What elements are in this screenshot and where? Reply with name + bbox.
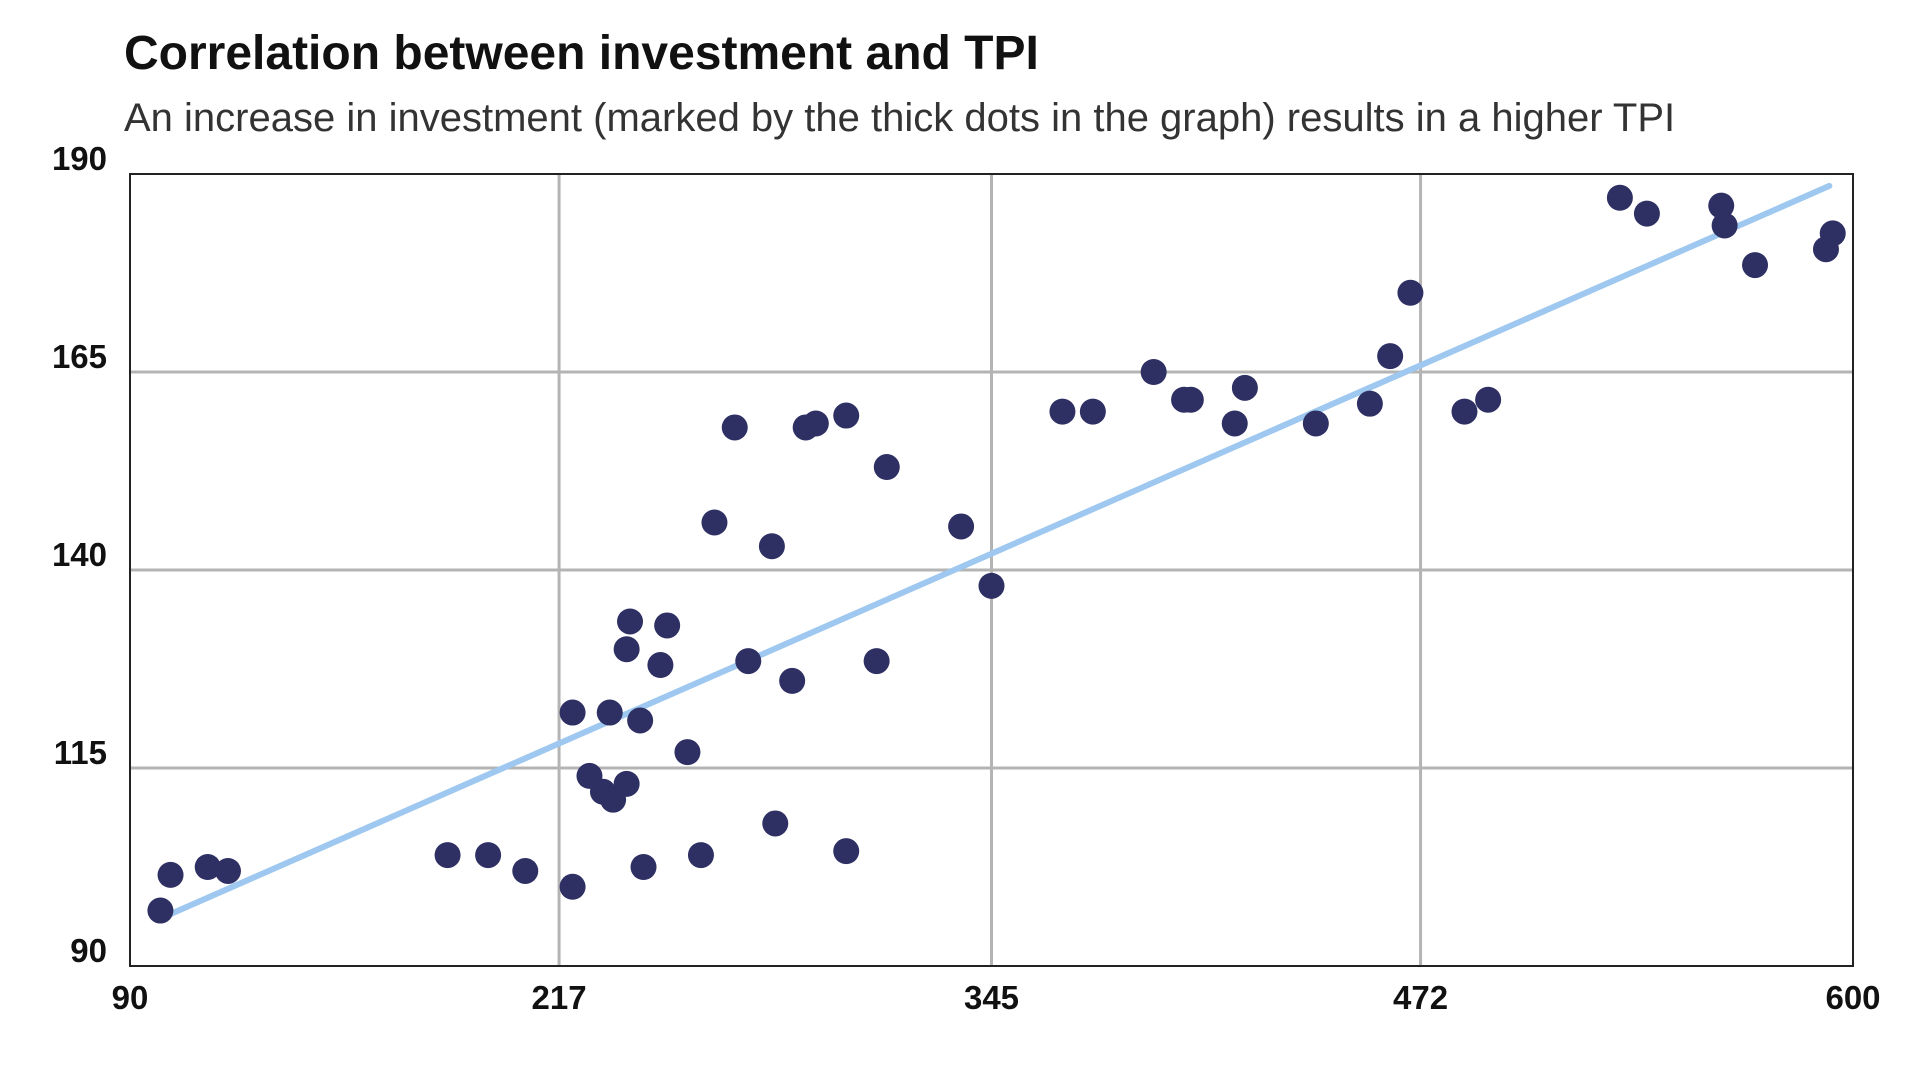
data-point [1377, 343, 1404, 370]
data-point [1397, 279, 1424, 306]
data-point [1819, 220, 1846, 247]
x-tick-label: 600 [1825, 979, 1880, 1016]
data-point [833, 838, 860, 865]
data-point [613, 636, 640, 663]
chart-title: Correlation between investment and TPI [124, 27, 1039, 80]
data-point [762, 810, 789, 837]
data-point [978, 572, 1005, 599]
y-tick-label: 165 [52, 338, 107, 375]
data-point [596, 699, 623, 726]
data-point [1049, 398, 1076, 425]
data-point [617, 608, 644, 635]
y-tick-label: 115 [54, 734, 107, 771]
data-point [1711, 212, 1738, 239]
data-point [1451, 398, 1478, 425]
chart-subtitle: An increase in investment (marked by the… [124, 96, 1676, 140]
data-point [948, 513, 975, 540]
data-point [1356, 390, 1383, 417]
data-point [735, 648, 762, 675]
data-point [1708, 192, 1735, 219]
data-point [1079, 398, 1106, 425]
data-point [1221, 410, 1248, 437]
data-point [559, 873, 586, 900]
grid-lines [130, 174, 1853, 966]
x-tick-label: 345 [964, 979, 1019, 1016]
x-tick-label: 472 [1393, 979, 1448, 1016]
data-point [674, 739, 701, 766]
data-point [434, 842, 461, 869]
data-point [475, 842, 502, 869]
data-point [157, 861, 184, 888]
data-point [654, 612, 681, 639]
data-point [1606, 184, 1633, 211]
data-point [758, 533, 785, 560]
trend-layer [157, 182, 1833, 922]
data-point [559, 699, 586, 726]
data-point [647, 652, 674, 679]
data-point [1742, 252, 1769, 279]
data-point [1302, 410, 1329, 437]
data-point [1475, 386, 1502, 413]
x-axis-ticks: 90 217 345 472 600 [112, 979, 1881, 1016]
y-axis-ticks: 90 115 140 165 190 [52, 140, 107, 969]
data-point [1633, 200, 1660, 227]
data-point [194, 854, 221, 880]
y-tick-label: 190 [52, 140, 107, 177]
data-point [802, 410, 829, 437]
y-tick-label: 140 [52, 536, 107, 573]
data-point [1140, 359, 1167, 385]
x-tick-label: 90 [112, 979, 149, 1016]
data-point [630, 854, 657, 880]
y-tick-label: 90 [70, 932, 107, 969]
data-point [779, 667, 806, 694]
points-layer [147, 184, 1846, 924]
data-point [147, 897, 174, 924]
data-point [512, 857, 539, 884]
plot-frame [129, 173, 1854, 967]
data-point [863, 648, 890, 675]
data-point [701, 509, 728, 536]
trend-line [157, 182, 1833, 922]
data-point [833, 402, 860, 429]
data-point [873, 454, 900, 481]
data-point [1231, 374, 1258, 401]
data-point [1177, 386, 1204, 413]
data-point [214, 857, 241, 884]
data-point [721, 414, 748, 441]
data-point [613, 770, 640, 797]
data-point [687, 842, 714, 869]
data-point [627, 707, 654, 734]
x-tick-label: 217 [532, 979, 587, 1016]
